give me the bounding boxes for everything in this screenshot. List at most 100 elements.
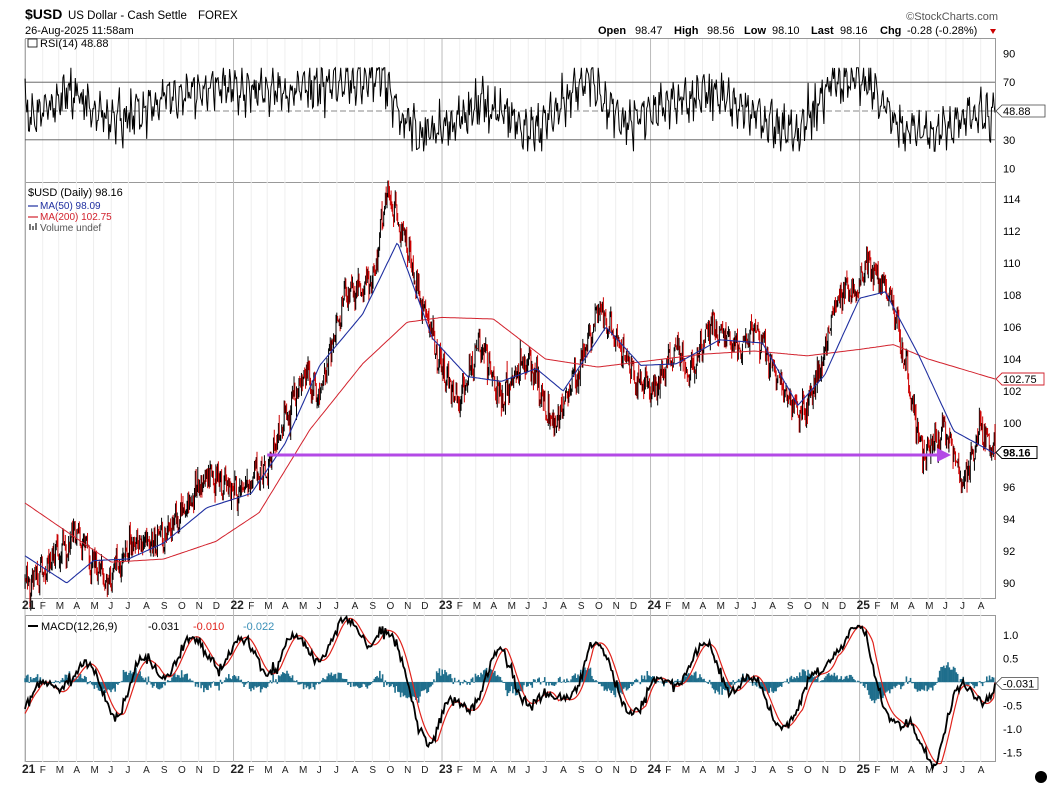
macd-hist-bar	[331, 675, 334, 683]
macd-hist-bar	[937, 677, 940, 683]
x-tick-label: 23	[439, 762, 453, 776]
macd-hist-bar	[284, 673, 287, 683]
macd-hist-bar	[676, 679, 679, 683]
macd-hist-bar	[225, 677, 227, 683]
macd-hist-bar	[471, 677, 474, 683]
macd-hist-bar	[810, 675, 812, 683]
x-tick-label: 24	[648, 762, 662, 776]
macd-hist-bar	[347, 681, 349, 686]
macd-hist-bar	[241, 681, 244, 684]
macd-hist-bar	[711, 681, 714, 689]
macd-hist-bar	[343, 678, 345, 683]
x-tick-label: O	[386, 765, 394, 776]
macd-hist-bar	[495, 676, 498, 683]
macd-hist-bar	[320, 680, 323, 683]
macd-hist-bar	[907, 681, 909, 684]
macd-hist-bar	[316, 681, 319, 683]
macd-hist-bar	[438, 668, 441, 683]
macd-hist-bar	[870, 681, 873, 701]
macd-hist-bar	[519, 681, 521, 691]
macd-hist-bar	[751, 681, 754, 686]
open-label: Open	[598, 25, 626, 37]
macd-signal-line	[24, 617, 996, 765]
macd-hist-bar	[517, 681, 520, 691]
macd-hist-bar	[990, 679, 992, 683]
macd-hist-bar	[65, 674, 68, 683]
macd-hist-bar	[636, 679, 639, 683]
x-tick-label: F	[665, 765, 671, 776]
macd-hist-bar	[938, 670, 941, 683]
macd-hist-bar	[431, 681, 434, 685]
macd-hist-bar	[736, 680, 739, 683]
x-tick-label: J	[334, 765, 339, 776]
brand-logo[interactable]: ©StockCharts.com	[906, 11, 998, 23]
x-tick-label: D	[630, 601, 637, 612]
macd-hist-bar	[805, 675, 808, 683]
macd-hist-bar	[397, 681, 399, 692]
macd-hist-bar	[722, 681, 725, 689]
macd-hist-bar	[334, 673, 337, 683]
macd-hist-bar	[642, 678, 644, 683]
macd-hist-bar	[555, 681, 557, 685]
macd-hist-bar	[229, 678, 231, 683]
last-value: 98.16	[840, 25, 868, 37]
macd-hist-bar	[909, 677, 912, 683]
rsi-current-tag: 48.88	[995, 104, 1046, 118]
macd-hist-bar	[868, 681, 870, 695]
macd-hist-bar	[731, 681, 733, 685]
macd-hist-bar	[445, 672, 448, 683]
macd-hist-bar	[886, 681, 888, 692]
macd-hist-bar	[376, 675, 378, 683]
x-tick-label: F	[874, 601, 880, 612]
macd-hist-bar	[945, 665, 948, 683]
macd-hist-bar	[592, 679, 595, 683]
x-tick-label: M	[56, 765, 64, 776]
instrument-name: US Dollar - Cash Settle	[68, 10, 187, 22]
macd-hist-bar	[852, 678, 855, 683]
price-tick-label: 106	[1003, 322, 1021, 334]
x-tick-label: F	[40, 601, 46, 612]
macd-hist-bar	[60, 680, 62, 683]
macd-hist-bar	[794, 678, 797, 683]
macd-hist-bar	[992, 677, 995, 683]
rsi-legend-icon	[27, 38, 38, 48]
x-tick-label: M	[717, 601, 725, 612]
macd-hist-bar	[97, 681, 100, 691]
macd-hist-bar	[693, 672, 696, 683]
macd-hist-bar	[527, 681, 529, 687]
macd-hist-bar	[920, 681, 923, 690]
macd-hist-bar	[427, 681, 430, 692]
x-tick-label: 21	[22, 598, 36, 612]
macd-hist-bar	[391, 681, 394, 685]
macd-hist-bar	[232, 676, 234, 683]
x-tick-label: A	[700, 601, 707, 612]
macd-hist-bar	[944, 668, 947, 683]
macd-hist-bar	[380, 678, 383, 683]
macd-hist-bar	[607, 681, 610, 689]
macd-hist-bar	[530, 681, 532, 686]
macd-hist-bar	[664, 681, 667, 684]
macd-hist-bar	[270, 681, 273, 684]
macd-hist-bar	[956, 673, 959, 683]
macd-hist-bar	[86, 681, 89, 685]
macd-hist-bar	[976, 681, 978, 687]
macd-hist-bar	[183, 674, 186, 683]
x-tick-label: F	[457, 765, 463, 776]
macd-hist-bar	[816, 675, 819, 683]
macd-hist-bar	[979, 681, 981, 683]
macd-hist-bar	[244, 681, 247, 685]
macd-hist-bar	[259, 681, 262, 693]
macd-hist-bar	[250, 681, 252, 692]
macd-hist-bar	[168, 680, 171, 683]
macd-hist-bar	[175, 677, 177, 683]
macd-hist-bar	[377, 677, 380, 683]
x-tick-label: 22	[231, 598, 245, 612]
x-tick-label: D	[630, 765, 637, 776]
macd-hist-bar	[603, 681, 606, 691]
macd-hist-bar	[850, 674, 852, 683]
ma200-value-tag: 102.75	[995, 372, 1045, 386]
macd-hist-bar	[948, 667, 951, 683]
macd-hist-bar	[787, 681, 790, 684]
macd-hist-bar	[32, 678, 35, 683]
macd-hist-bar	[882, 681, 884, 699]
